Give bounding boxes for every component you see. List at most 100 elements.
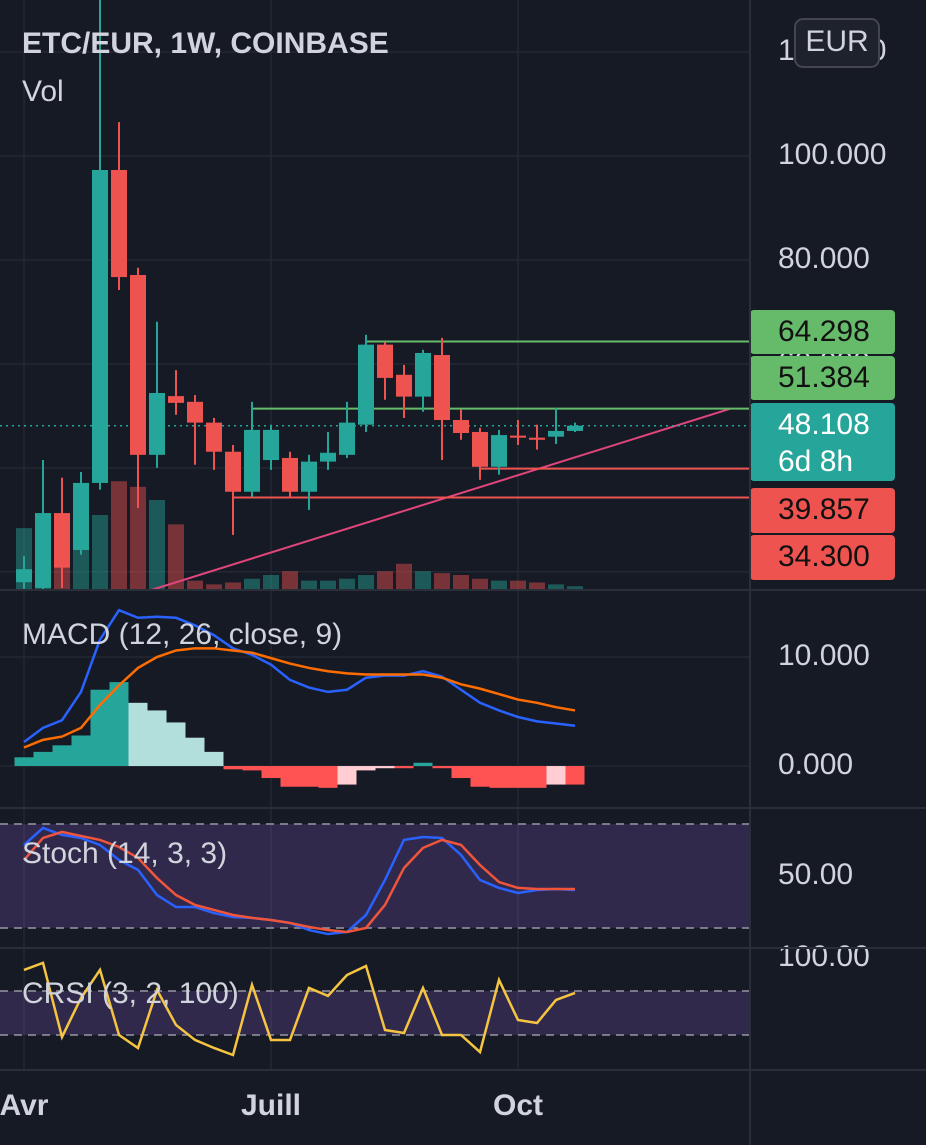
candle-body (111, 169, 127, 278)
volume-bar (187, 580, 203, 590)
pane-title: MACD (12, 26, close, 9) (22, 618, 342, 651)
candle-body (339, 422, 355, 455)
x-tick-label: Oct (493, 1089, 543, 1122)
price-label: 34.300 (778, 540, 870, 573)
currency-button[interactable] (794, 18, 880, 68)
histogram-bar (261, 766, 281, 779)
histogram-bar (489, 766, 509, 788)
volume-bar (377, 571, 393, 590)
histogram-bar (356, 766, 376, 771)
candle-body (73, 482, 89, 550)
price-label: 64.298 (778, 315, 870, 348)
candle-body (168, 396, 184, 403)
y-tick-label: 0.000 (778, 748, 853, 781)
volume-bar (415, 571, 431, 590)
volume-bar (149, 500, 165, 590)
volume-bar (111, 481, 127, 590)
indicator-line (23, 608, 576, 744)
histogram-bar (90, 689, 110, 767)
histogram-bar (204, 751, 224, 767)
histogram-bar (337, 766, 357, 785)
candle-body (567, 425, 583, 431)
indicator-line (23, 830, 575, 934)
histogram-bar (527, 766, 547, 788)
candle-body (510, 435, 526, 438)
histogram-bar (185, 737, 205, 767)
price-label-box (750, 488, 895, 533)
histogram-bar (394, 766, 414, 769)
candle-body (225, 451, 241, 492)
volume-bar (301, 580, 317, 590)
price-label: 39.857 (778, 493, 870, 526)
x-tick-label: Juill (241, 1089, 301, 1122)
histogram-bar (546, 766, 566, 785)
pane-title: ETC/EUR, 1W, COINBASE (22, 27, 389, 60)
candle-body (54, 513, 70, 568)
candle-body (244, 429, 260, 492)
histogram-bar (128, 702, 148, 767)
candle-body (301, 461, 317, 492)
volume-bar (263, 575, 279, 590)
price-label: 48.108 (778, 408, 870, 441)
histogram-bar (565, 766, 585, 785)
candle-body (16, 569, 32, 583)
histogram-bar (147, 710, 167, 767)
histogram-bar (375, 766, 395, 769)
price-label: 6d 8h (778, 445, 853, 478)
price-label-box (750, 403, 895, 481)
candle-body (92, 169, 108, 483)
histogram-bar (470, 766, 490, 787)
histogram-bar (318, 766, 338, 788)
volume-bar (567, 586, 583, 590)
y-tick-label: 100.000 (778, 138, 886, 171)
y-tick-label: 100.00 (778, 940, 870, 973)
candle-body (529, 437, 545, 440)
histogram-bar (413, 762, 433, 767)
y-tick-label: 10.000 (778, 639, 870, 672)
histogram-bar (451, 766, 471, 779)
candle-body (35, 513, 51, 588)
currency-label[interactable]: EUR (805, 25, 868, 58)
volume-bar (510, 580, 526, 590)
volume-bar (92, 515, 108, 590)
histogram-bar (71, 735, 91, 767)
indicator-line (23, 826, 576, 936)
histogram-bar (508, 766, 528, 788)
candle-body (434, 355, 450, 421)
volume-bar (339, 578, 355, 590)
candle-body (282, 457, 298, 492)
plot-layer: 20.00040.00060.00080.000100.000120.000Av… (0, 0, 895, 1122)
histogram-bar (223, 766, 243, 770)
y-tick-label: 50.00 (778, 858, 853, 891)
histogram-bar (52, 745, 72, 767)
indicator-line (23, 647, 576, 749)
histogram-bar (109, 682, 129, 767)
histogram-bar (280, 766, 300, 787)
histogram-bar (33, 751, 53, 767)
volume-bar (472, 578, 488, 590)
histogram-bar (432, 766, 452, 769)
x-tick-label: Avr (0, 1089, 49, 1122)
candle-body (206, 422, 222, 452)
volume-bar (282, 571, 298, 590)
candle-body (320, 452, 336, 462)
volume-bar (453, 575, 469, 590)
volume-bar (130, 486, 146, 590)
candle-body (396, 374, 412, 397)
band-fill (0, 823, 750, 928)
volume-bar (320, 580, 336, 590)
candle-body (453, 420, 469, 434)
candle-body (472, 431, 488, 467)
histogram-bar (299, 766, 319, 787)
volume-bar (358, 575, 374, 590)
indicator-line (23, 961, 576, 1057)
histogram-bar (166, 722, 186, 767)
candle-body (149, 392, 165, 455)
candle-body (358, 344, 374, 425)
volume-bar (434, 573, 450, 590)
candle-body (415, 352, 431, 397)
pane-subtitle: Vol (22, 75, 64, 108)
volume-bar (529, 582, 545, 590)
candle-body (130, 274, 146, 455)
